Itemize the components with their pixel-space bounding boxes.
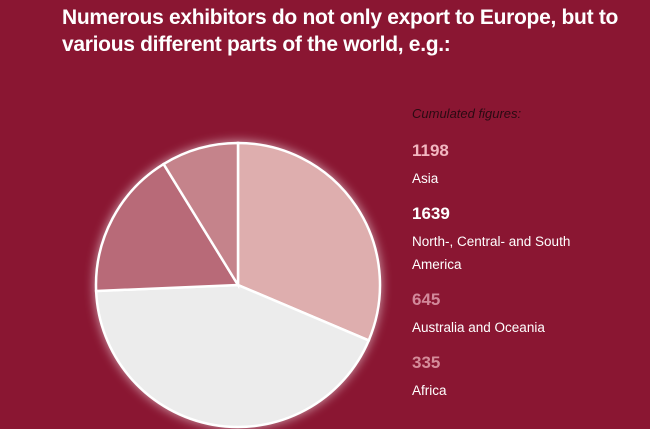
- pie-slice-australia-and-oceania: [94, 162, 241, 293]
- pie-slice-north-central-and-south-america: [94, 283, 371, 429]
- pie-slice-africa: [161, 141, 240, 290]
- legend-value-0: 1198: [412, 141, 449, 160]
- chart-title: Numerous exhibitors do not only export t…: [62, 6, 619, 56]
- legend-label-2: Australia and Oceania: [412, 320, 545, 335]
- legend-value-2: 645: [412, 290, 441, 309]
- legend-value-3: 335: [412, 353, 441, 372]
- legend-label-1: North-, Central- and South America: [412, 234, 571, 272]
- legend-title: Cumulated figures:: [412, 106, 522, 121]
- legend-label-0: Asia: [412, 171, 439, 186]
- pie-slice-asia: [236, 141, 382, 343]
- legend-value-1: 1639: [412, 204, 450, 223]
- legend: Cumulated figures: 1198 Asia 1639 North-, C…: [412, 106, 612, 416]
- legend-label-3: Africa: [412, 383, 447, 398]
